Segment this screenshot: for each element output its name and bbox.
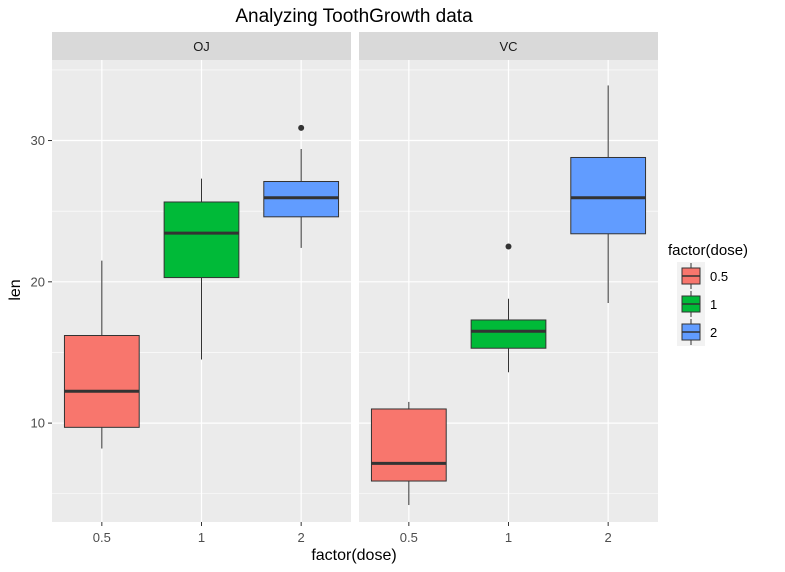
legend: factor(dose) 0.5 1 2 (668, 242, 748, 346)
legend-title: factor(dose) (668, 242, 748, 259)
box-oj-1 (163, 178, 240, 360)
facet-strip-label: VC (499, 39, 517, 54)
box-oj-0.5 (63, 260, 140, 449)
x-tick-label: 1 (505, 530, 512, 545)
y-axis-title: len (7, 279, 24, 300)
box-body (163, 201, 240, 279)
facet-strip (359, 32, 658, 60)
panel-oj: OJ 0.5 1 2 (52, 32, 351, 545)
box-vc-1 (470, 243, 547, 373)
x-tick-label: 0.5 (400, 530, 418, 545)
legend-entry-0.5: 0.5 (677, 262, 728, 290)
legend-label: 0.5 (710, 269, 728, 284)
legend-label: 1 (710, 297, 717, 312)
chart-title: Analyzing ToothGrowth data (235, 6, 473, 27)
x-tick-label: 1 (198, 530, 205, 545)
legend-entry-1: 1 (677, 290, 717, 318)
x-tick-label: 2 (298, 530, 305, 545)
y-tick-label: 10 (31, 416, 45, 431)
outlier-point (505, 243, 512, 250)
box-body (63, 335, 140, 428)
facet-strip-label: OJ (193, 39, 210, 54)
outlier-point (298, 124, 305, 131)
legend-entry-2: 2 (677, 318, 717, 346)
box-body (370, 408, 447, 482)
x-tick-label: 2 (605, 530, 612, 545)
box-vc-2 (570, 85, 647, 304)
panel-vc: VC 0.5 1 2 (359, 32, 658, 545)
box-vc-0.5 (370, 401, 447, 506)
x-axis-title: factor(dose) (311, 547, 396, 564)
x-tick-label: 0.5 (93, 530, 111, 545)
legend-label: 2 (710, 325, 717, 340)
y-tick-label: 30 (31, 133, 45, 148)
box-body (470, 319, 547, 349)
facet-panels: OJ 0.5 1 2 VC 0.5 1 2 (52, 32, 658, 545)
y-axis: 10 20 30 (31, 133, 52, 431)
box-body (570, 156, 647, 235)
y-tick-label: 20 (31, 274, 45, 289)
facet-strip (52, 32, 351, 60)
box-oj-2 (263, 124, 340, 248)
